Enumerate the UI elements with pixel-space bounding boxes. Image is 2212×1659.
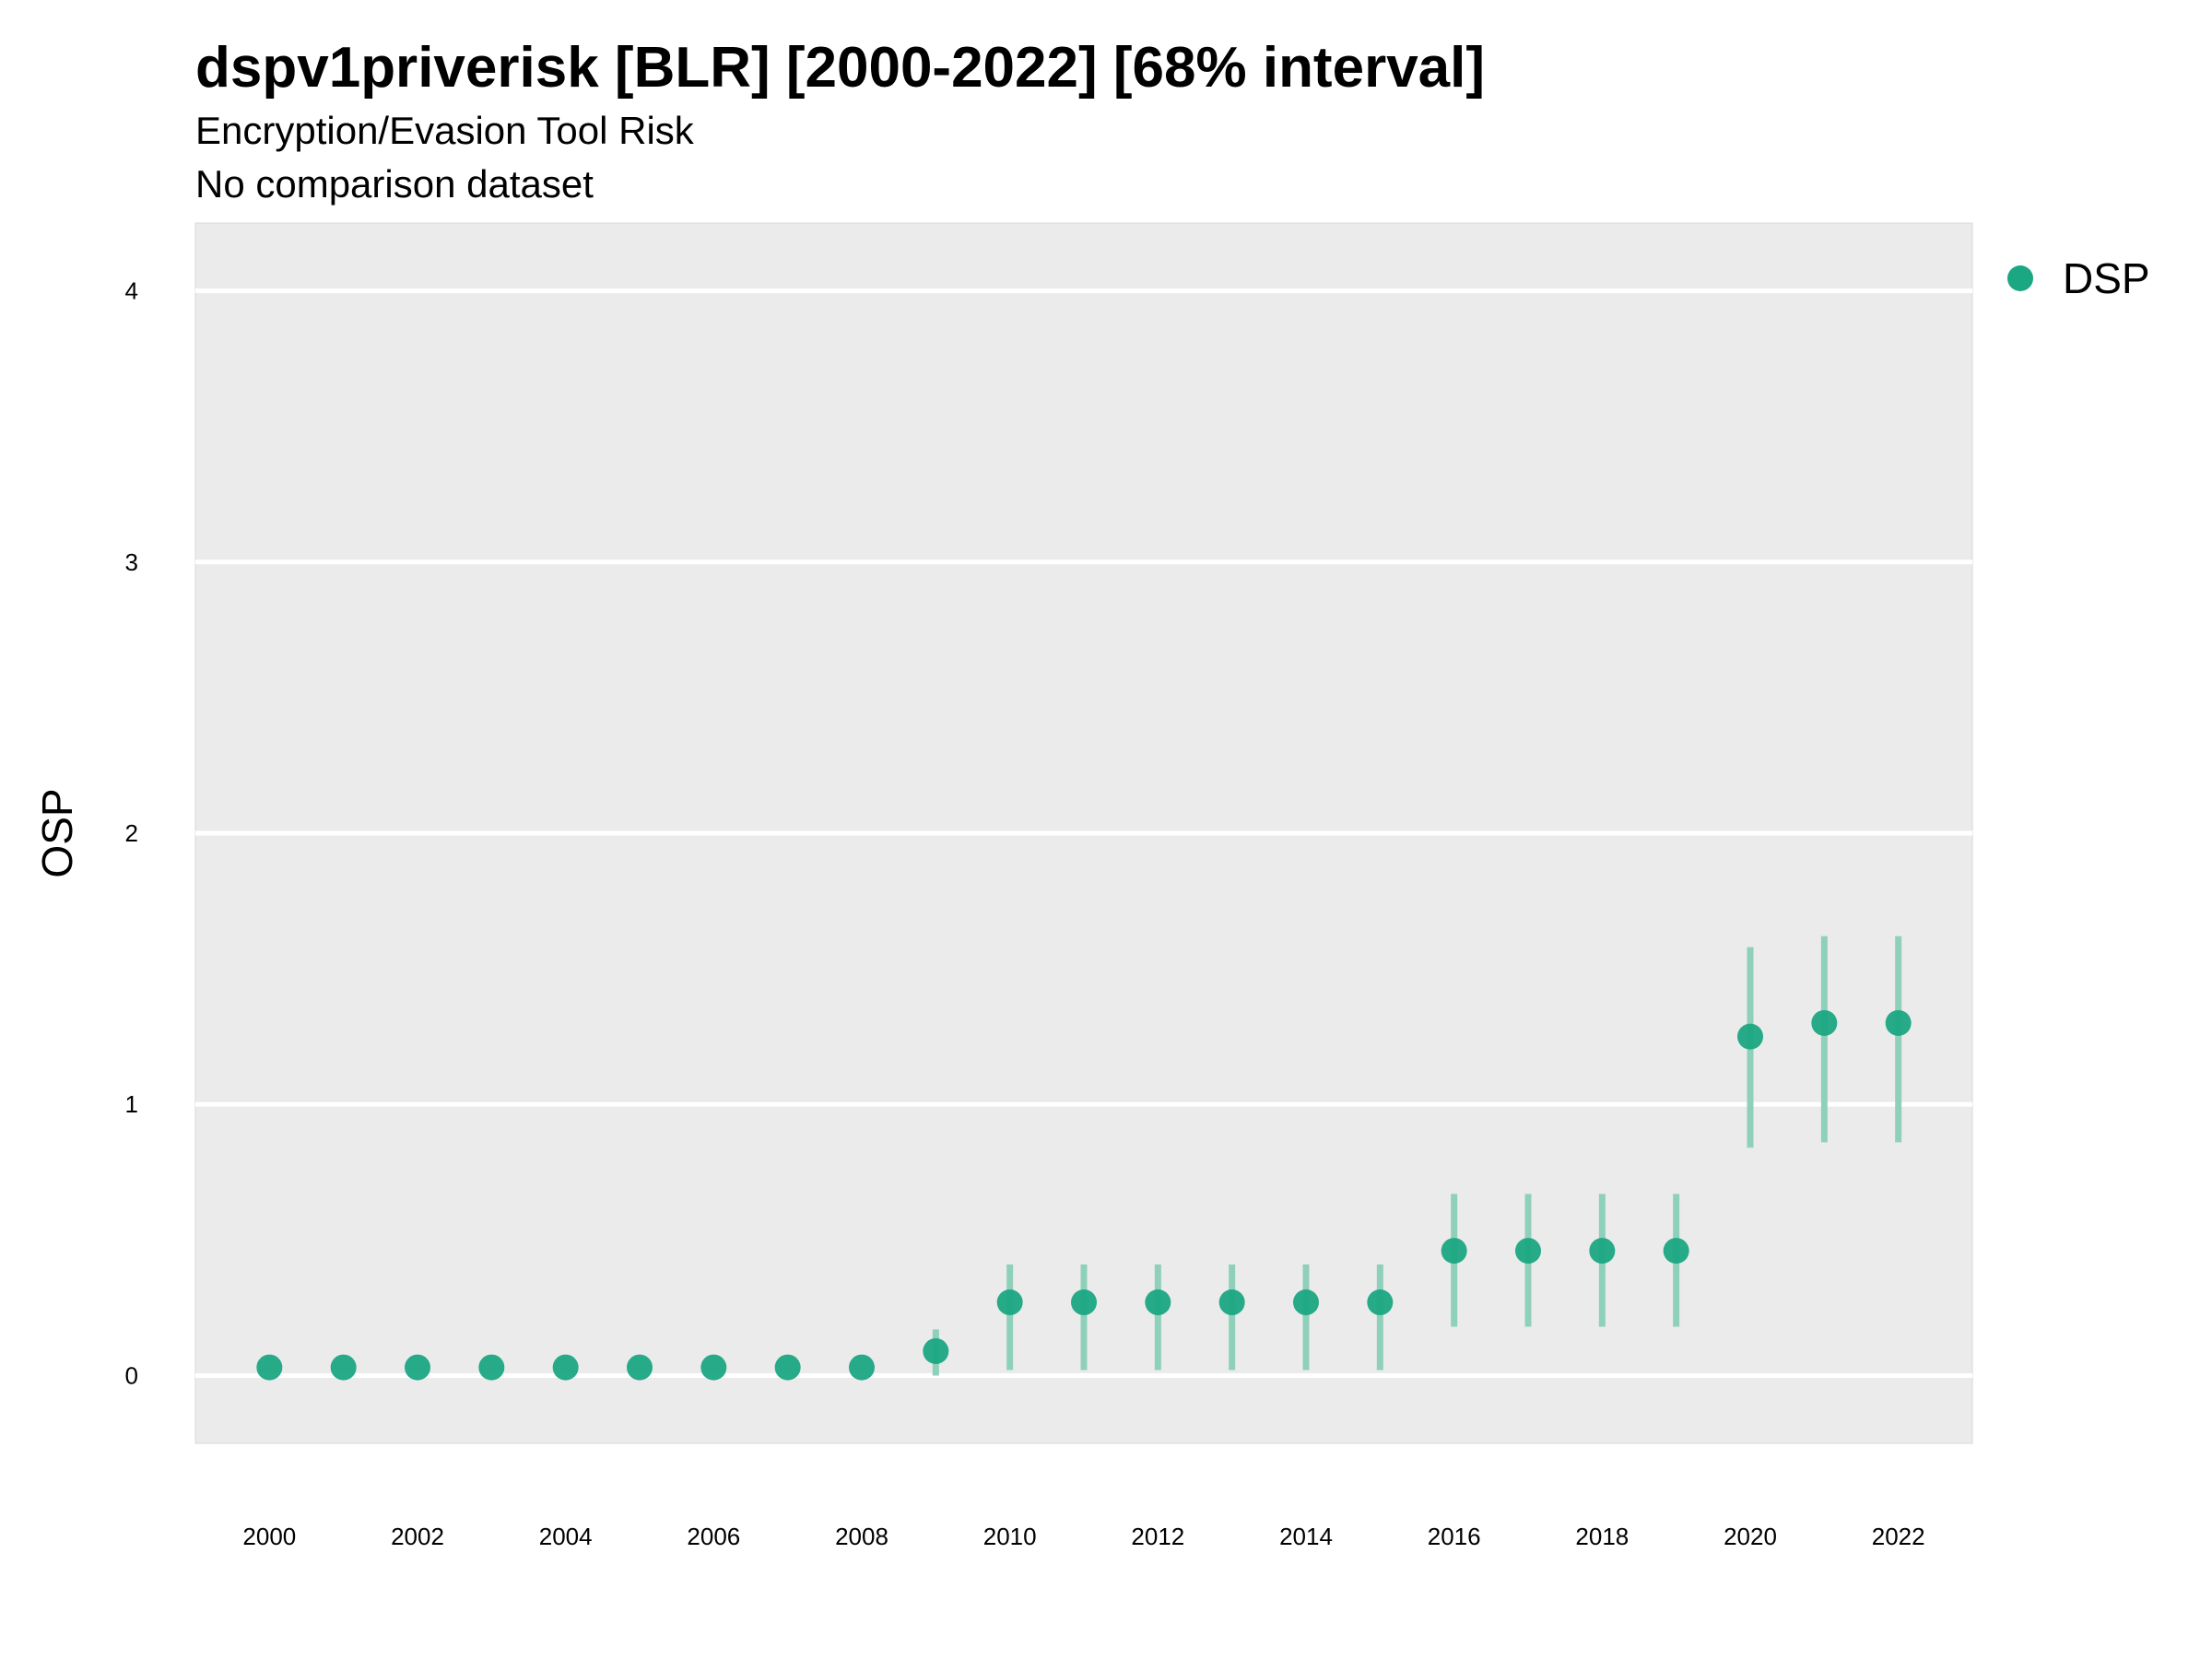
- legend-label-dsp: DSP: [2063, 254, 2150, 302]
- data-points: [256, 1009, 1912, 1381]
- x-tick-label: 2018: [1575, 1523, 1629, 1550]
- x-tick-label: 2006: [687, 1523, 740, 1550]
- data-point: [849, 1354, 875, 1381]
- y-tick-labels: 0 1 2 3 4: [125, 277, 138, 1390]
- data-point: [1071, 1289, 1097, 1316]
- data-point: [330, 1354, 357, 1381]
- chart-subtitle-2: No comparison dataset: [195, 162, 594, 206]
- data-point: [478, 1354, 505, 1381]
- y-tick-label: 4: [125, 277, 138, 305]
- y-axis-label: OSP: [33, 788, 81, 877]
- x-tick-label: 2022: [1872, 1523, 1925, 1550]
- chart-title: dspv1priverisk [BLR] [2000-2022] [68% in…: [195, 36, 1485, 100]
- data-point: [1885, 1009, 1912, 1036]
- data-point: [1218, 1289, 1245, 1316]
- data-point: [1589, 1238, 1616, 1265]
- x-tick-label: 2002: [391, 1523, 444, 1550]
- x-tick-label: 2004: [539, 1523, 593, 1550]
- chart-subtitle: Encryption/Evasion Tool Risk: [195, 109, 695, 152]
- x-tick-label: 2000: [242, 1523, 296, 1550]
- data-point: [1515, 1238, 1541, 1265]
- data-point: [996, 1289, 1023, 1316]
- legend-marker-dsp: [2007, 265, 2033, 291]
- legend: DSP: [2007, 254, 2150, 302]
- x-tick-label: 2020: [1724, 1523, 1777, 1550]
- data-point: [923, 1337, 949, 1364]
- data-point: [1737, 1023, 1763, 1050]
- data-point: [774, 1354, 801, 1381]
- interval-bars: [932, 935, 1902, 1376]
- data-point: [256, 1354, 283, 1381]
- data-point: [1663, 1238, 1689, 1265]
- data-point: [1441, 1238, 1467, 1265]
- data-point: [1293, 1289, 1319, 1316]
- data-point: [552, 1354, 579, 1381]
- x-tick-label: 2012: [1131, 1523, 1184, 1550]
- x-tick-label: 2014: [1279, 1523, 1333, 1550]
- y-tick-label: 2: [125, 819, 138, 847]
- data-point: [1145, 1289, 1171, 1316]
- data-point: [1811, 1009, 1838, 1036]
- data-point: [700, 1354, 727, 1381]
- x-tick-labels: 2000 2002 2004 2006 2008 2010 2012 2014 2016 2018…: [242, 1523, 1924, 1550]
- x-tick-label: 2016: [1428, 1523, 1481, 1550]
- data-point: [627, 1354, 653, 1381]
- data-point: [1367, 1289, 1394, 1316]
- x-tick-label: 2010: [983, 1523, 1037, 1550]
- data-point: [405, 1354, 430, 1381]
- x-tick-label: 2008: [835, 1523, 888, 1550]
- y-tick-label: 0: [125, 1361, 138, 1389]
- y-tick-label: 1: [125, 1090, 138, 1118]
- y-tick-label: 3: [125, 548, 138, 576]
